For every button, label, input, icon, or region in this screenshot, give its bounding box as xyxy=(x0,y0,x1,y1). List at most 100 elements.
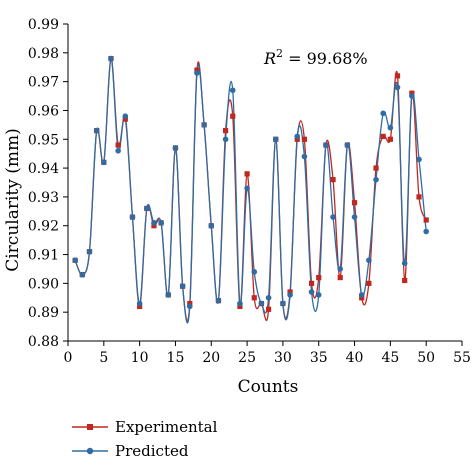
data-point-predicted xyxy=(115,148,121,154)
y-tick-label: 0.88 xyxy=(28,334,59,350)
x-tick-label: 25 xyxy=(238,350,256,366)
data-point-experimental xyxy=(237,303,243,310)
data-point-predicted xyxy=(151,220,157,226)
data-point-experimental xyxy=(359,295,365,301)
r-squared-annotation: R2 = 99.68% xyxy=(263,47,368,68)
data-point-predicted xyxy=(201,122,207,128)
data-point-experimental xyxy=(294,136,300,142)
data-point-predicted xyxy=(79,271,86,278)
legend-label-predicted: Predicted xyxy=(115,442,189,460)
data-point-experimental xyxy=(423,217,429,223)
data-point-experimental xyxy=(416,194,422,200)
data-point-predicted xyxy=(265,294,272,301)
data-point-predicted xyxy=(215,297,222,304)
data-point-predicted xyxy=(222,136,229,143)
series-line-predicted xyxy=(74,57,427,324)
y-tick-label: 0.95 xyxy=(28,132,59,148)
y-tick-label: 0.98 xyxy=(28,46,59,62)
y-tick-label: 0.90 xyxy=(28,276,59,292)
x-tick-label: 0 xyxy=(64,350,73,366)
data-point-predicted xyxy=(323,142,329,148)
data-point-experimental xyxy=(387,136,393,142)
data-point-predicted xyxy=(136,300,143,307)
x-tick-label: 50 xyxy=(417,350,435,366)
legend-marker-experimental xyxy=(87,424,93,430)
data-point-predicted xyxy=(423,228,429,235)
data-point-predicted xyxy=(337,266,344,272)
x-tick-label: 15 xyxy=(167,350,185,366)
data-point-predicted xyxy=(101,159,107,166)
y-tick-label: 0.99 xyxy=(28,17,59,33)
axes xyxy=(63,23,463,346)
data-point-experimental xyxy=(337,275,343,281)
r-symbol: R xyxy=(263,49,276,68)
data-point-predicted xyxy=(251,269,258,275)
y-tick-label: 0.94 xyxy=(28,161,59,177)
data-point-predicted xyxy=(330,214,336,220)
data-point-experimental xyxy=(409,90,415,96)
data-point-predicted xyxy=(358,292,365,298)
data-point-experimental xyxy=(316,275,322,281)
data-point-predicted xyxy=(93,127,100,134)
data-point-predicted xyxy=(280,300,286,307)
data-point-predicted xyxy=(229,87,236,94)
data-point-experimental xyxy=(137,303,143,310)
data-point-predicted xyxy=(308,289,315,295)
data-point-experimental xyxy=(308,280,315,286)
data-point-predicted xyxy=(244,185,250,192)
data-point-predicted xyxy=(186,303,193,310)
data-point-predicted xyxy=(158,220,164,226)
data-point-predicted xyxy=(108,55,114,62)
data-point-experimental xyxy=(115,142,121,148)
data-point-predicted xyxy=(144,205,150,212)
tick-labels: 0.88 0.89 0.90 0.91 0.92 0.93 0.94 0.95 0.96 0.97… xyxy=(28,17,471,366)
data-point-predicted xyxy=(373,176,379,183)
x-tick-label: 35 xyxy=(310,350,328,366)
data-point-experimental xyxy=(251,295,257,301)
y-tick-label: 0.89 xyxy=(28,305,59,321)
series-line-experimental xyxy=(74,57,427,322)
data-point-predicted xyxy=(287,292,293,298)
data-point-predicted xyxy=(86,248,93,255)
data-point-experimental xyxy=(265,306,272,312)
data-point-predicted xyxy=(208,222,215,229)
x-tick-label: 30 xyxy=(274,350,292,366)
data-point-experimental xyxy=(394,73,401,79)
data-point-predicted xyxy=(165,292,172,298)
y-tick-label: 0.96 xyxy=(28,103,59,119)
x-tick-label: 10 xyxy=(131,350,149,366)
x-tick-label: 45 xyxy=(381,350,399,366)
legend-marker-predicted xyxy=(86,447,94,455)
y-axis-label: Circularity (mm) xyxy=(3,128,23,272)
data-point-predicted xyxy=(258,300,265,307)
data-point-experimental xyxy=(373,165,379,171)
data-point-predicted xyxy=(172,145,179,151)
y-tick-label: 0.92 xyxy=(28,219,59,235)
data-point-experimental xyxy=(330,177,336,183)
data-point-predicted xyxy=(122,113,129,120)
x-axis-label: Counts xyxy=(238,377,299,397)
data-point-predicted xyxy=(351,214,358,220)
data-point-experimental xyxy=(230,113,236,119)
data-point-predicted xyxy=(344,142,351,148)
data-point-experimental xyxy=(366,280,372,286)
legend: Experimental Predicted xyxy=(72,418,218,460)
data-point-experimental xyxy=(244,171,250,177)
data-point-predicted xyxy=(416,156,422,163)
data-point-experimental xyxy=(151,223,157,229)
data-point-experimental xyxy=(187,300,193,307)
data-point-predicted xyxy=(315,292,322,298)
data-point-predicted xyxy=(301,153,308,160)
series-markers xyxy=(72,55,429,312)
x-tick-label: 40 xyxy=(346,350,364,366)
legend-label-experimental: Experimental xyxy=(115,418,218,436)
series-lines xyxy=(74,57,427,324)
data-point-experimental xyxy=(287,289,293,295)
data-point-predicted xyxy=(409,93,415,99)
data-point-experimental xyxy=(122,116,128,122)
data-point-experimental xyxy=(194,67,200,73)
y-tick-label: 0.91 xyxy=(28,248,59,264)
y-tick-label: 0.93 xyxy=(28,190,59,206)
data-point-experimental xyxy=(380,133,386,139)
